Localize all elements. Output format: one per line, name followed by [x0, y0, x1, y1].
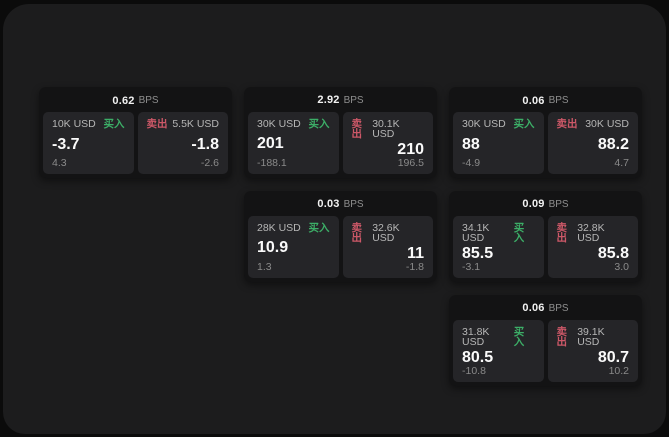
bps-header: 2.92 BPS	[248, 92, 433, 109]
bps-header: 0.03 BPS	[248, 196, 433, 213]
sell-amount: 30.1K USD	[372, 117, 400, 140]
sell-amount: 30K USD	[585, 118, 629, 130]
buy-panel[interactable]: 31.8K USD 买入 80.5 -10.8	[453, 319, 544, 382]
sell-panel[interactable]: 卖出 32.8K USD 85.8 3.0	[547, 215, 638, 278]
buy-button[interactable]: 买入	[513, 325, 525, 348]
sell-delta: -2.6	[200, 156, 219, 169]
sell-panel[interactable]: 卖出 30.1K USD 210 196.5	[342, 111, 433, 174]
bps-header: 0.06 BPS	[453, 92, 638, 109]
sell-delta: 10.2	[608, 364, 629, 377]
sell-panel[interactable]: 卖出 30K USD 88.2 4.7	[547, 112, 638, 174]
sell-button[interactable]: 卖出	[556, 118, 578, 130]
sell-amount: 32.8K USD	[577, 221, 605, 244]
quote-card: 2.92 BPS 30K USD 买入 201 -188.1 卖出 30.1K …	[244, 87, 437, 178]
bps-unit-label: BPS	[343, 94, 364, 106]
sell-button[interactable]: 卖出	[351, 221, 363, 244]
buy-delta: -188.1	[257, 156, 287, 169]
quote-card: 0.62 BPS 10K USD 买入 -3.7 4.3 卖出 5.5K USD	[39, 87, 232, 178]
sell-price: -1.8	[191, 135, 219, 153]
buy-delta: 1.3	[257, 260, 272, 273]
bps-unit-label: BPS	[548, 95, 569, 106]
sell-button[interactable]: 卖出	[146, 118, 168, 130]
bps-header: 0.62 BPS	[43, 92, 228, 109]
buy-delta: -3.1	[462, 260, 481, 273]
buy-price: 80.5	[462, 348, 494, 366]
quote-card: 0.09 BPS 34.1K USD 买入 85.5 -3.1 卖出 32.8K…	[449, 191, 642, 282]
bps-value: 0.03	[317, 198, 340, 211]
sell-price: 80.7	[597, 348, 629, 366]
buy-amount: 28K USD	[257, 221, 301, 234]
app-panel: 0.62 BPS 10K USD 买入 -3.7 4.3 卖出 5.5K USD	[3, 4, 666, 434]
buy-button[interactable]: 买入	[513, 221, 525, 244]
buy-delta: 4.3	[52, 156, 67, 169]
quote-card: 0.06 BPS 30K USD 买入 88 -4.9 卖出 30K USD	[449, 87, 642, 178]
sell-amount: 5.5K USD	[172, 118, 219, 130]
sell-delta: 196.5	[397, 156, 424, 169]
sell-delta: 3.0	[614, 260, 629, 273]
buy-panel[interactable]: 28K USD 买入 10.9 1.3	[248, 215, 339, 278]
bps-value: 2.92	[317, 94, 340, 107]
buy-price: -3.7	[52, 135, 80, 153]
buy-amount: 30K USD	[257, 117, 301, 130]
bps-unit-label: BPS	[548, 198, 569, 210]
sell-panel[interactable]: 卖出 32.6K USD 11 -1.8	[342, 215, 433, 278]
sell-button[interactable]: 卖出	[351, 117, 363, 140]
sell-amount: 32.6K USD	[372, 221, 400, 244]
sell-price: 210	[397, 140, 424, 158]
bps-value: 0.09	[522, 198, 545, 211]
sell-button[interactable]: 卖出	[556, 221, 568, 244]
buy-delta: -4.9	[462, 156, 481, 169]
bps-value: 0.06	[522, 302, 545, 315]
sell-price: 88.2	[597, 135, 629, 153]
buy-price: 85.5	[462, 244, 494, 262]
sell-price: 11	[407, 244, 424, 262]
buy-price: 201	[257, 135, 284, 153]
buy-price: 88	[462, 135, 480, 153]
buy-button[interactable]: 买入	[308, 117, 330, 130]
sell-amount: 39.1K USD	[577, 325, 605, 348]
buy-amount: 10K USD	[52, 118, 96, 130]
sell-delta: 4.7	[614, 156, 629, 169]
sell-delta: -1.8	[405, 260, 424, 273]
buy-amount: 30K USD	[462, 118, 506, 130]
buy-button[interactable]: 买入	[513, 118, 535, 130]
bps-unit-label: BPS	[343, 198, 364, 210]
bps-unit-label: BPS	[548, 302, 569, 314]
bps-unit-label: BPS	[138, 95, 159, 106]
buy-panel[interactable]: 30K USD 买入 88 -4.9	[453, 112, 544, 174]
buy-amount: 31.8K USD	[462, 325, 490, 348]
sell-price: 85.8	[597, 244, 629, 262]
buy-panel[interactable]: 30K USD 买入 201 -188.1	[248, 111, 339, 174]
quote-card: 0.06 BPS 31.8K USD 买入 80.5 -10.8 卖出 39.1…	[449, 295, 642, 386]
buy-panel[interactable]: 34.1K USD 买入 85.5 -3.1	[453, 215, 544, 278]
sell-panel[interactable]: 卖出 39.1K USD 80.7 10.2	[547, 319, 638, 382]
bps-header: 0.09 BPS	[453, 196, 638, 213]
quote-card: 0.03 BPS 28K USD 买入 10.9 1.3 卖出 32.6K US…	[244, 191, 437, 282]
bps-value: 0.62	[112, 94, 135, 107]
bps-header: 0.06 BPS	[453, 300, 638, 317]
buy-button[interactable]: 买入	[308, 221, 330, 234]
sell-button[interactable]: 卖出	[556, 325, 568, 348]
buy-amount: 34.1K USD	[462, 221, 490, 244]
buy-price: 10.9	[257, 239, 289, 257]
bps-value: 0.06	[522, 94, 545, 107]
sell-panel[interactable]: 卖出 5.5K USD -1.8 -2.6	[137, 112, 228, 174]
quote-board: 0.62 BPS 10K USD 买入 -3.7 4.3 卖出 5.5K USD	[39, 87, 642, 386]
buy-button[interactable]: 买入	[103, 118, 125, 130]
buy-panel[interactable]: 10K USD 买入 -3.7 4.3	[43, 112, 134, 174]
buy-delta: -10.8	[462, 364, 486, 377]
